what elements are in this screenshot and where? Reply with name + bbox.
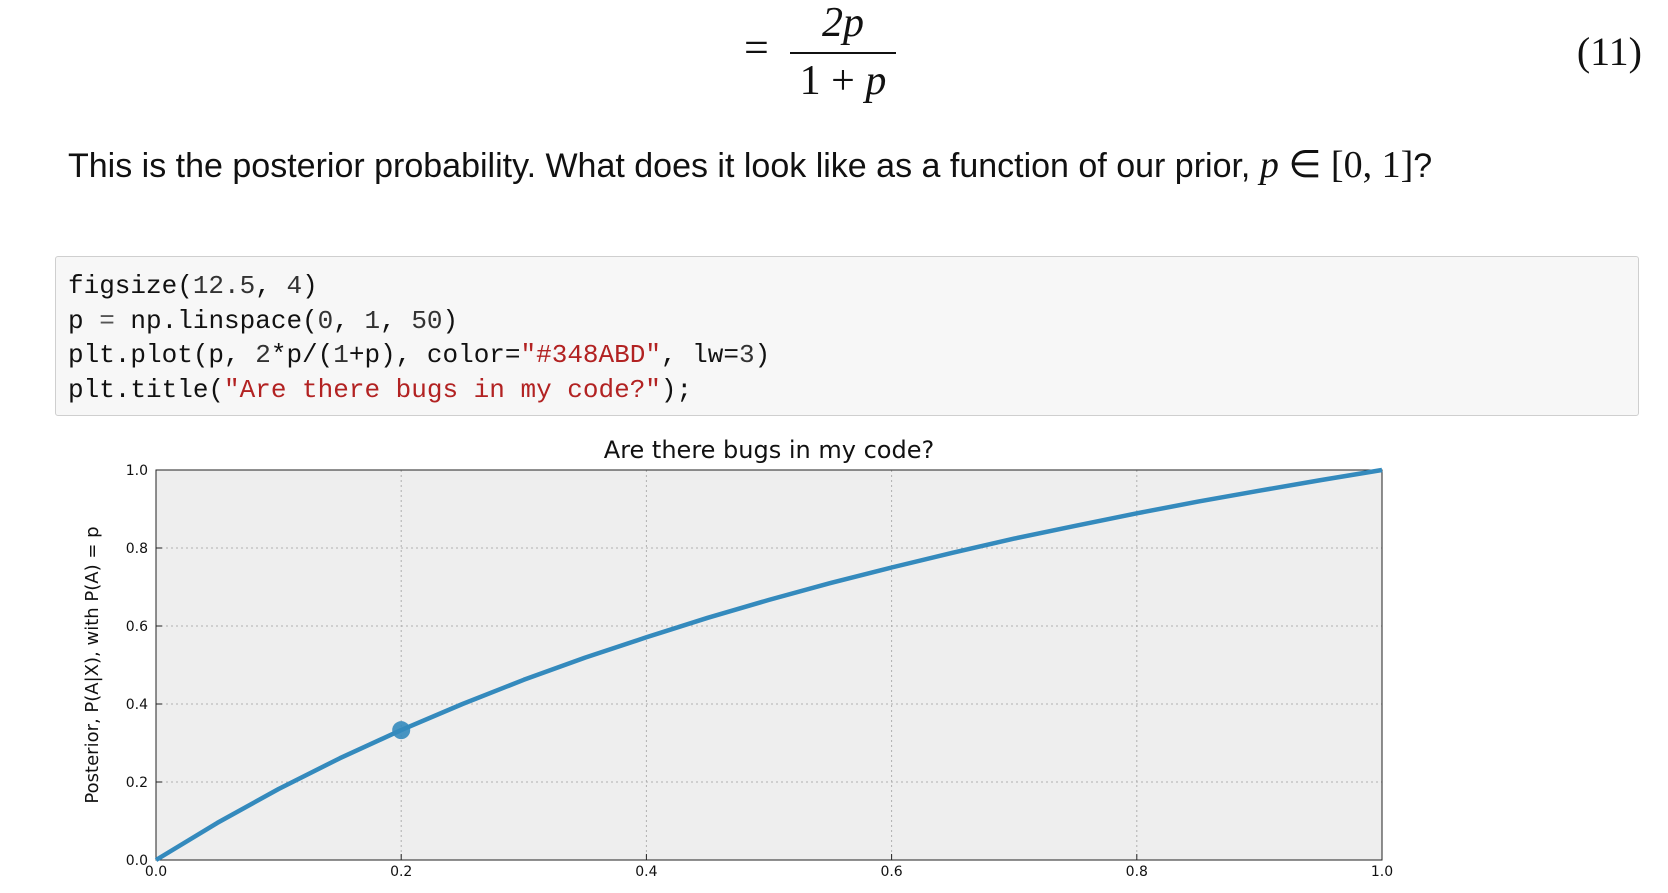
y-axis-label: Posterior, P(A|X), with P(A) = p	[82, 526, 103, 803]
code-token: ,	[333, 305, 365, 336]
chart-title: Are there bugs in my code?	[604, 436, 934, 464]
x-tick-label: 1.0	[1371, 864, 1393, 880]
code-line: figsize(12.5, 4)	[68, 269, 770, 304]
code-line: p = np.linspace(0, 1, 50)	[68, 304, 770, 339]
code-number: 1	[364, 305, 381, 336]
code-number: 4	[286, 271, 303, 301]
code-number: 3	[738, 340, 755, 370]
code-line: plt.plot(p, 2*p/(1+p), color="#348ABD", …	[68, 338, 770, 373]
equation-block: = 2p 1 + p (11)	[0, 0, 1668, 110]
fraction-bar	[790, 52, 896, 54]
x-tick-label: 0.8	[1126, 864, 1148, 880]
code-token: plt.title(	[68, 374, 225, 405]
x-tick-label: 0.4	[635, 864, 657, 880]
math-interval: ∈ [0, 1]	[1278, 144, 1414, 186]
code-token: )	[302, 271, 318, 301]
chart-svg: 0.0 0.2 0.4 0.6 0.8 1.0 0.0 0.2 0.4 0.6 0.8 1.0 Are …	[82, 436, 1393, 880]
fraction-denominator: 1 + p	[790, 58, 896, 104]
series-line	[154, 467, 1383, 862]
code-number: 12.5	[192, 271, 256, 301]
code-cell-input[interactable]: figsize(12.5, 4) p = np.linspace(0, 1, 50…	[55, 256, 1639, 416]
paragraph-text: This is the posterior probability. What …	[68, 147, 1260, 185]
code-token: ,	[380, 305, 412, 336]
axes-frame	[155, 469, 1383, 861]
code-line: plt.title("Are there bugs in my code?");	[68, 373, 770, 408]
code-token: +p), color=	[348, 340, 521, 370]
y-tick-label: 0.0	[126, 853, 148, 869]
code-number: 50	[411, 305, 443, 336]
equals-sign: =	[744, 23, 769, 72]
denominator-prefix: 1 +	[799, 58, 866, 104]
code-number: 2	[255, 340, 271, 370]
code-token: plt.plot(p,	[68, 340, 256, 370]
code-token: ,	[255, 271, 287, 301]
code-number: 1	[333, 340, 349, 370]
code-number: 0	[317, 305, 334, 336]
paragraph-end: ?	[1413, 147, 1433, 185]
code-token: np.linspace(	[114, 305, 318, 336]
code-editor[interactable]: figsize(12.5, 4) p = np.linspace(0, 1, 50…	[68, 269, 770, 407]
fraction: 2p 1 + p	[790, 0, 896, 104]
y-tick-label: 0.8	[126, 541, 148, 557]
code-token: =	[99, 305, 115, 336]
code-token: figsize(	[68, 271, 193, 301]
code-token: *p/(	[270, 340, 334, 370]
code-string: "Are there bugs in my code?"	[224, 374, 661, 405]
x-tick-label: 0.0	[145, 864, 167, 880]
paragraph-math: p ∈ [0, 1]	[1260, 144, 1413, 186]
math-variable: p	[1259, 144, 1279, 186]
y-tick-label: 0.4	[126, 697, 148, 713]
y-tick-label: 0.6	[126, 619, 148, 635]
markdown-paragraph: This is the posterior probability. What …	[68, 142, 1432, 187]
code-token: )	[442, 305, 459, 336]
code-token: p	[68, 305, 100, 336]
code-string: "#348ABD"	[520, 340, 661, 370]
output-plot: 0.0 0.2 0.4 0.6 0.8 1.0 0.0 0.2 0.4 0.6 0.8 1.0 Are …	[0, 430, 1668, 888]
fraction-numerator: 2p	[822, 0, 864, 46]
y-tick-label: 0.2	[126, 775, 148, 791]
data-point-marker	[392, 721, 411, 740]
x-tick-label: 0.2	[390, 864, 412, 880]
y-tick-label: 1.0	[126, 463, 148, 479]
code-token: , lw=	[660, 340, 739, 370]
x-tick-label: 0.6	[880, 864, 902, 880]
code-token: );	[660, 374, 693, 405]
equation-number: (11)	[1576, 29, 1642, 74]
denominator-variable: p	[865, 58, 887, 104]
code-token: )	[754, 340, 771, 370]
axes-background	[156, 470, 1382, 860]
